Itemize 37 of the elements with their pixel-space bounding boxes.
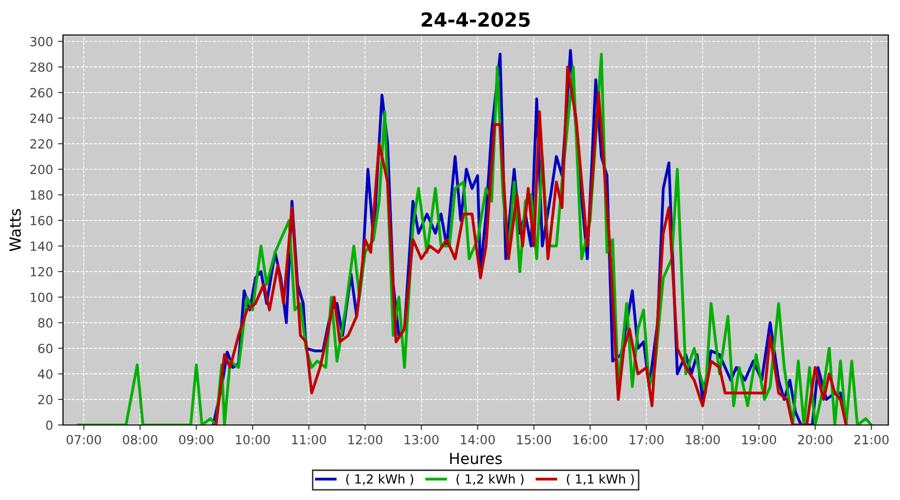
- y-tick-label: 300: [30, 36, 52, 46]
- y-tick-label: 200: [30, 164, 52, 174]
- x-tick-label: 21:00: [854, 434, 889, 444]
- y-tick-label: 60: [38, 344, 52, 354]
- x-tick-label: 09:00: [179, 434, 214, 444]
- x-tick-label: 17:00: [630, 434, 664, 444]
- x-tick-label: 13:00: [404, 434, 439, 444]
- x-tick-label: 12:00: [348, 434, 382, 444]
- legend-label: ( 1,1 kWh ): [566, 474, 634, 486]
- x-tick-label: 16:00: [573, 434, 608, 444]
- y-tick-label: 80: [38, 318, 52, 328]
- chart-title: 24-4-2025: [422, 12, 530, 27]
- legend-label: ( 1,2 kWh ): [456, 474, 524, 486]
- y-tick-label: 120: [30, 267, 52, 276]
- x-axis-title: Heures: [450, 452, 502, 464]
- y-tick-label: 100: [30, 292, 52, 302]
- y-tick-label: 240: [30, 114, 52, 124]
- x-tick-label: 18:00: [686, 434, 720, 444]
- x-tick-label: 07:00: [66, 434, 101, 444]
- y-tick-label: 160: [30, 216, 52, 226]
- x-tick-label: 10:00: [236, 434, 270, 444]
- x-tick-label: 15:00: [517, 434, 552, 444]
- y-tick-label: 20: [38, 394, 52, 404]
- x-tick-label: 08:00: [122, 434, 158, 444]
- x-tick-label: 11:00: [292, 434, 326, 444]
- y-tick-label: 220: [30, 139, 52, 149]
- y-tick-label: 0: [46, 420, 52, 430]
- y-tick-label: 280: [30, 62, 52, 72]
- legend-label: ( 1,2 kWh ): [346, 474, 414, 486]
- y-tick-label: 140: [30, 241, 52, 251]
- y-tick-label: 40: [38, 369, 52, 379]
- y-axis-title: Watts: [10, 209, 21, 252]
- y-tick-label: 260: [30, 88, 52, 98]
- x-tick-label: 19:00: [742, 434, 776, 444]
- x-tick-label: 14:00: [460, 434, 495, 444]
- x-tick-label: 20:00: [798, 434, 832, 444]
- y-tick-label: 180: [30, 190, 52, 200]
